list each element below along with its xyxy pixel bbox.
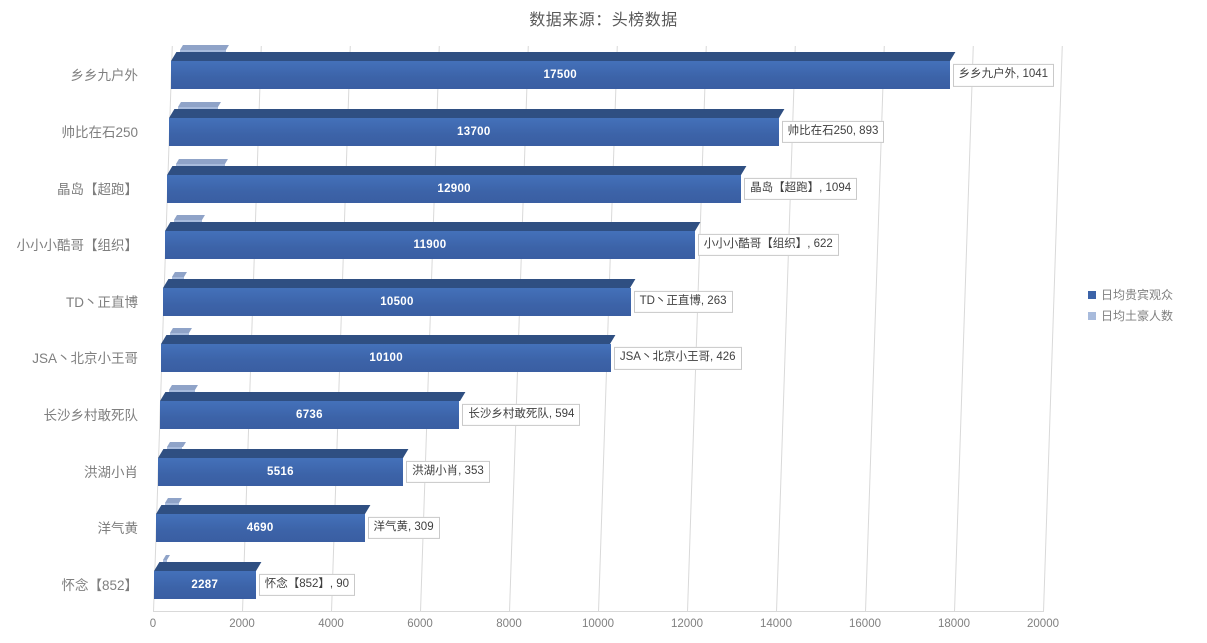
bar-top-face [167,165,747,175]
bar-primary [157,457,404,486]
data-callout-label: 小小小酷哥【组织】, 622 [697,233,839,257]
bar-face [165,231,695,260]
bar-face [167,174,742,203]
bar-value-label: 12900 [437,182,471,195]
y-axis-tick-label: 晶岛【超跑】 [57,181,138,197]
gridline [1043,46,1063,612]
y-axis-tick-label: TD丶正直博 [66,294,138,310]
bar-top-face [163,278,636,288]
bar-primary [168,117,779,146]
data-callout-label: 洋气黄, 309 [367,516,440,540]
bar-value-label: 11900 [413,239,447,252]
bar-primary [167,174,742,203]
y-axis-tick-label: 小小小酷哥【组织】 [16,238,139,254]
bar-primary [161,344,611,373]
x-axis-tick-label: 10000 [582,618,614,630]
gridline [954,46,974,612]
x-axis-tick-label: 8000 [496,618,522,630]
bar-face [155,514,365,543]
bar-primary [163,287,631,316]
legend-swatch-icon [1088,290,1096,299]
y-axis-tick-label: 洋气黄 [97,521,139,537]
bar-top-face [159,391,465,401]
data-callout-label: 晶岛【超跑】, 1094 [744,177,858,200]
data-callout-label: 帅比在石250, 893 [781,120,885,143]
bar-top-face [153,561,262,571]
y-axis-tick-label: 怀念【852】 [61,577,138,593]
y-axis-tick-label: 洪湖小肖 [84,464,138,480]
legend-swatch-icon [1088,311,1096,320]
bar-top-face [161,335,617,345]
y-axis-labels: 乡乡九户外帅比在石250 晶岛【超跑】小小小酷哥【组织】 TD丶正直博 JSA丶北京小… [0,46,146,612]
bar-value-label: 17500 [543,69,577,82]
x-axis-tick-label: 20000 [1027,618,1059,630]
bar-top-face [162,554,170,560]
x-axis-tick-label: 2000 [229,618,255,630]
legend-label: 日均贵宾观众 [1101,288,1174,302]
y-axis-tick-label: 乡乡九户外 [70,68,139,84]
y-axis-tick-label: JSA丶北京小王哥 [32,351,138,367]
legend-item[interactable]: 日均土豪人数 [1088,307,1173,324]
bar-top-face [170,328,193,334]
bar-primary [165,231,695,260]
bar-face [163,287,631,316]
bar-top-face [157,448,409,458]
bar-top-face [164,498,182,504]
bar-face [153,570,256,599]
bar-top-face [168,108,785,118]
bar-top-face [174,215,205,221]
y-axis-tick-label: 长沙乡村敢死队 [43,407,139,423]
bar-top-face [165,222,701,232]
y-axis-tick-label: 帅比在石250 [61,124,138,140]
bar-face [159,400,460,429]
bar-primary [170,61,950,90]
bar-top-face [168,384,198,390]
plot-area: 17500 乡乡九户外, 1041 13700 帅比在石250, 893 12900 晶岛… [153,45,1063,612]
bar-face [161,344,611,373]
bar-primary [153,570,256,599]
data-callout-label: 乡乡九户外, 1041 [952,64,1055,87]
legend-item[interactable]: 日均贵宾观众 [1088,286,1173,303]
bar-face [157,457,404,486]
x-axis-tick-label: 14000 [760,618,792,630]
bar-value-label: 10100 [369,352,403,365]
bar-top-face [172,271,187,277]
chart-title: 数据来源：头榜数据 [529,12,678,29]
bar-value-label: 2287 [191,578,219,591]
bar-value-label: 4690 [246,522,274,535]
data-callout-label: TD丶正直博, 263 [633,290,733,313]
x-axis-tick-label: 18000 [938,618,970,630]
bar-value-label: 10500 [380,295,414,308]
x-axis-tick-label: 0 [149,618,157,630]
bar-face [170,61,950,90]
bar-value-label: 6736 [296,408,323,421]
chart-legend: 日均贵宾观众 日均土豪人数 [1088,286,1173,328]
bar-top-face [166,441,186,447]
bar-top-face [170,52,956,62]
bar-primary [155,514,365,543]
x-axis-tick-label: 6000 [407,618,433,630]
bar-value-label: 13700 [457,125,491,138]
data-callout-label: 怀念【852】, 90 [258,573,356,596]
bar-top-face [179,45,230,51]
x-axis-tick-label: 16000 [849,618,881,630]
x-axis-tick-label: 4000 [318,618,344,630]
bar-value-label: 5516 [267,465,294,478]
x-axis-tick-label: 12000 [671,618,703,630]
legend-label: 日均土豪人数 [1101,309,1174,323]
data-callout-label: 长沙乡村敢死队, 594 [462,403,581,426]
bar-top-face [176,158,228,164]
bar-primary [159,400,460,429]
data-callout-label: JSA丶北京小王哥, 426 [613,347,742,370]
bar-top-face [155,505,370,515]
data-callout-label: 洪湖小肖, 353 [406,460,490,483]
bar-top-face [177,101,221,107]
bar-face [168,117,779,146]
